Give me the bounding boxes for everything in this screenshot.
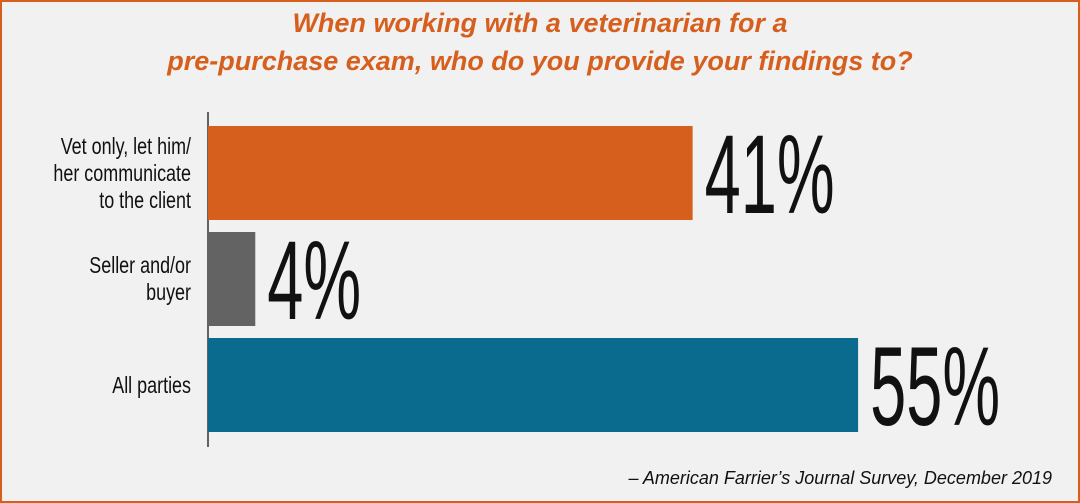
category-label: Vet only, let him/ her communicate to th… <box>53 132 191 213</box>
category-label: Seller and/or buyer <box>89 252 191 305</box>
bar <box>208 232 256 326</box>
source-note: – American Farrier’s Journal Survey, Dec… <box>627 468 1052 488</box>
bar <box>208 126 693 220</box>
value-label: 55% <box>870 325 1000 450</box>
value-label: 41% <box>705 113 835 238</box>
bar <box>208 338 859 432</box>
category-label: All parties <box>112 371 191 398</box>
chart-title: When working with a veterinarian for a <box>292 8 787 38</box>
chart-title: pre-purchase exam, who do you provide yo… <box>166 46 913 76</box>
value-label: 4% <box>267 219 361 344</box>
